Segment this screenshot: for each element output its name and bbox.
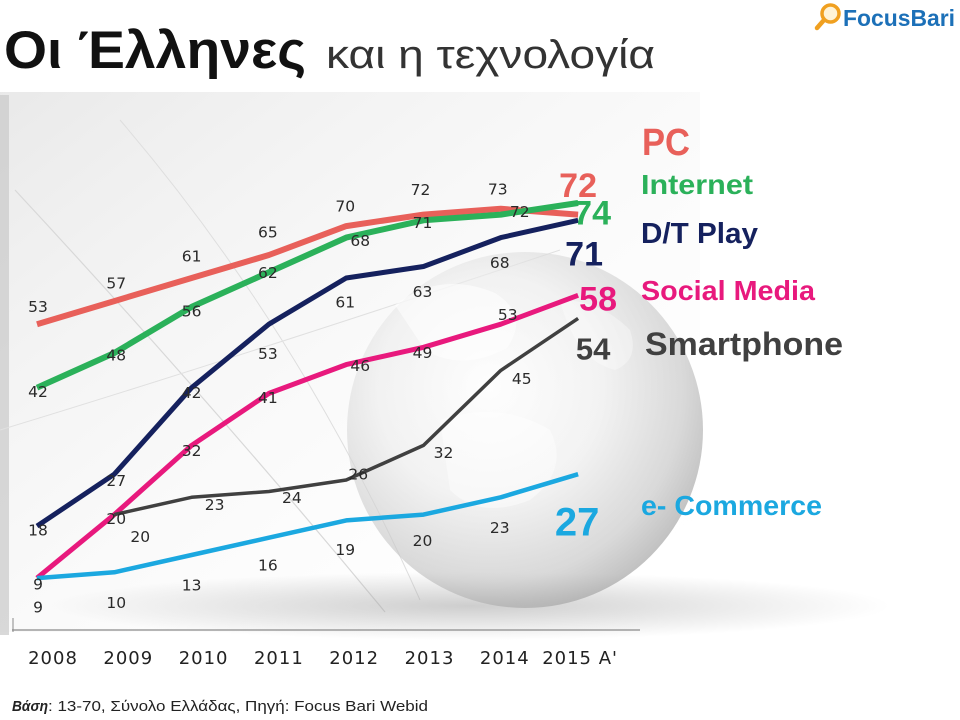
data-label: 62: [258, 264, 278, 282]
final-value-label: 54: [576, 332, 611, 367]
data-label: 42: [28, 383, 48, 401]
legend-item-social-media: Social Media: [641, 275, 815, 306]
final-value-label: 74: [573, 194, 611, 232]
final-value-label: 58: [579, 281, 617, 319]
legend: PC Internet D/T Play Social Media Smartp…: [641, 122, 843, 521]
footer-text: : 13-70, Σύνολο Ελλάδας, Πηγή: Focus Bar…: [48, 698, 428, 715]
legend-item-pc: PC: [642, 122, 690, 164]
data-label: 24: [282, 489, 302, 507]
data-label: 20: [106, 510, 126, 528]
data-label: 72: [510, 203, 530, 221]
data-label: 20: [130, 528, 150, 546]
data-label: 63: [413, 283, 433, 301]
series-line-social-media: [35, 292, 579, 581]
data-label: 23: [490, 519, 510, 537]
data-label: 53: [28, 298, 48, 316]
data-label: 10: [106, 594, 126, 612]
data-label: 32: [182, 442, 202, 460]
data-label: 72: [411, 181, 431, 199]
data-label: 73: [488, 180, 508, 198]
x-tick-label: 2012: [329, 648, 379, 669]
series-line-smartphone: [113, 316, 580, 517]
series-line-internet: [35, 200, 579, 391]
floor-shadow: [50, 572, 890, 640]
data-label: 27: [106, 472, 126, 490]
series-line-d-t-play: [35, 217, 579, 529]
title-main: Οι Έλληνες: [4, 21, 306, 80]
data-label: 57: [106, 275, 126, 293]
x-axis-ticks: 2008 2009 2010 2011 2012 2013 2014 2015 A': [28, 648, 618, 669]
x-tick-label: 2015 A': [542, 648, 618, 669]
final-value-label: 72: [559, 167, 597, 205]
background: [0, 92, 890, 640]
x-tick-label: 2013: [405, 648, 455, 669]
magnifying-glass-icon: [814, 3, 841, 31]
data-label: 61: [182, 248, 202, 266]
left-edge-strip: [0, 95, 9, 635]
data-label: 71: [413, 214, 433, 232]
data-label: 26: [348, 466, 368, 484]
legend-item-internet: Internet: [641, 169, 753, 200]
grid-arc: [14, 189, 386, 613]
series-line-e-commerce: [36, 472, 579, 581]
x-tick-label: 2011: [254, 648, 304, 669]
data-label: 61: [335, 294, 355, 312]
title-sub: και η τεχνολογία: [326, 33, 655, 77]
data-label: 48: [106, 347, 126, 365]
data-label: 49: [413, 344, 433, 362]
globe-landmass: [395, 283, 517, 361]
data-label: 68: [350, 232, 370, 250]
data-label: 16: [258, 556, 278, 574]
final-value-label: 71: [565, 236, 603, 274]
data-label: 32: [434, 444, 454, 462]
data-label: 23: [205, 496, 225, 514]
data-label: 53: [258, 345, 278, 363]
data-label: 9: [33, 576, 43, 594]
footer-source: Βάση : 13-70, Σύνολο Ελλάδας, Πηγή: Focu…: [12, 698, 428, 715]
x-tick-label: 2010: [179, 648, 229, 669]
x-tick-label: 2008: [28, 648, 78, 669]
logo-text: FocusBari: [843, 5, 955, 31]
data-label: 19: [335, 541, 355, 559]
data-label: 45: [512, 370, 532, 388]
slide-title: Οι Έλληνες και η τεχνολογία: [4, 21, 655, 80]
x-tick-label: 2009: [103, 648, 153, 669]
data-label: 46: [350, 357, 370, 375]
data-label: 70: [335, 198, 355, 216]
data-label: 18: [28, 522, 48, 540]
footer-label: Βάση: [12, 698, 48, 715]
data-label: 65: [258, 224, 278, 242]
focusbari-logo: FocusBari: [814, 3, 955, 31]
globe-landmass: [440, 412, 557, 508]
data-label: 68: [490, 254, 510, 272]
data-label: 13: [182, 577, 202, 595]
final-value-label: 27: [555, 501, 600, 545]
data-label: 20: [413, 532, 433, 550]
legend-item-e-commerce: e- Commerce: [641, 490, 822, 521]
data-label: 56: [182, 303, 202, 321]
data-label: 9: [33, 599, 43, 617]
series-lines: [35, 200, 580, 581]
data-label: 53: [498, 306, 518, 324]
data-label: 42: [182, 384, 202, 402]
legend-item-dt-play: D/T Play: [641, 218, 758, 250]
x-tick-label: 2014: [480, 648, 530, 669]
series-line-pc: [36, 205, 579, 328]
data-label: 41: [258, 389, 278, 407]
legend-item-smartphone: Smartphone: [645, 326, 843, 362]
globe-landmass: [560, 300, 633, 370]
